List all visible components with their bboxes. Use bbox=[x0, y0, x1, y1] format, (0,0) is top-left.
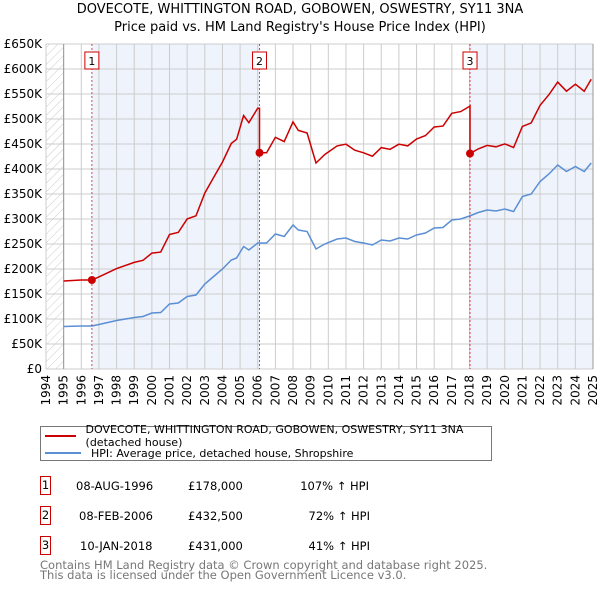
y-tick-label: £200K bbox=[4, 262, 44, 276]
transaction-marker: 1 bbox=[40, 476, 51, 495]
x-tick-label: 2023 bbox=[551, 375, 565, 406]
legend: DOVECOTE, WHITTINGTON ROAD, GOBOWEN, OSW… bbox=[40, 423, 492, 461]
x-tick-label: 2009 bbox=[304, 375, 318, 406]
x-tick-label: 1996 bbox=[74, 375, 88, 406]
x-tick-label: 1995 bbox=[57, 375, 71, 406]
transaction-row: 2 08-FEB-2006 £432,500 72% ↑ HPI bbox=[40, 506, 440, 526]
sale-point bbox=[87, 276, 96, 284]
x-tick-label: 1997 bbox=[92, 375, 106, 406]
ownership-shade bbox=[470, 44, 593, 369]
x-tick-label: 2006 bbox=[251, 375, 265, 406]
x-tick-label: 2021 bbox=[515, 375, 529, 406]
footer: Contains HM Land Registry data © Crown c… bbox=[40, 558, 488, 582]
y-tick-label: £0 bbox=[27, 362, 42, 376]
price-chart: £0 £50K £100K £150K £200K £250K £300K £350K £400… bbox=[4, 37, 600, 406]
x-tick-label: 2018 bbox=[462, 375, 476, 406]
x-tick-label: 2024 bbox=[568, 375, 582, 406]
ownership-shade bbox=[91, 44, 260, 369]
x-tick-label: 2005 bbox=[233, 375, 247, 406]
transaction-price: £432,500 bbox=[188, 509, 243, 523]
transaction-marker: 2 bbox=[40, 506, 51, 525]
pre-data-hatch bbox=[46, 44, 64, 369]
x-tick-label: 2004 bbox=[215, 375, 229, 406]
transaction-row: 3 10-JAN-2018 £431,000 41% ↑ HPI bbox=[40, 536, 440, 556]
x-tick-label: 2008 bbox=[286, 375, 300, 406]
y-tick-label: £100K bbox=[4, 312, 44, 326]
x-tick-label: 2025 bbox=[586, 375, 600, 406]
x-tick-label: 2022 bbox=[533, 375, 547, 406]
chart-title: DOVECOTE, WHITTINGTON ROAD, GOBOWEN, OSW… bbox=[76, 2, 524, 17]
x-tick-label: 2001 bbox=[163, 375, 177, 406]
x-tick-label: 2000 bbox=[145, 375, 159, 406]
y-tick-label: £450K bbox=[4, 137, 44, 151]
transaction-price: £431,000 bbox=[188, 539, 243, 553]
property-line bbox=[63, 78, 592, 282]
y-tick-label: £500K bbox=[4, 112, 44, 126]
y-tick-label: £600K bbox=[4, 62, 44, 76]
transaction-hpi: 41% ↑ HPI bbox=[308, 539, 370, 553]
x-tick-label: 1999 bbox=[127, 375, 141, 406]
x-tick-label: 2020 bbox=[498, 375, 512, 406]
x-tick-label: 2014 bbox=[392, 375, 406, 406]
transaction-price: £178,000 bbox=[188, 479, 243, 493]
transaction-date: 08-AUG-1996 bbox=[76, 479, 154, 493]
sale-label-box bbox=[252, 51, 268, 70]
x-tick-label: 1998 bbox=[110, 375, 124, 406]
hpi-line bbox=[63, 162, 592, 328]
x-tick-label: 2007 bbox=[268, 375, 282, 406]
y-tick-label: £550K bbox=[4, 87, 44, 101]
x-tick-label: 1994 bbox=[39, 375, 53, 406]
x-tick-label: 2012 bbox=[357, 375, 371, 406]
x-tick-label: 2002 bbox=[180, 375, 194, 406]
sale-label: 3 bbox=[467, 55, 474, 68]
x-tick-label: 2017 bbox=[445, 375, 459, 406]
x-tick-label: 2010 bbox=[321, 375, 335, 406]
footer-copyright: Contains HM Land Registry data © Crown c… bbox=[40, 558, 488, 572]
x-tick-label: 2015 bbox=[410, 375, 424, 406]
x-tick-label: 2003 bbox=[198, 375, 212, 406]
transaction-marker: 3 bbox=[40, 536, 51, 555]
x-tick-label: 2013 bbox=[374, 375, 388, 406]
transaction-date: 10-JAN-2018 bbox=[80, 539, 153, 553]
transaction-hpi: 107% ↑ HPI bbox=[300, 479, 369, 493]
y-tick-label: £350K bbox=[4, 187, 44, 201]
y-tick-label: £300K bbox=[4, 212, 44, 226]
transaction-row: 1 08-AUG-1996 £178,000 107% ↑ HPI bbox=[40, 476, 440, 496]
legend-swatch-hpi bbox=[45, 452, 81, 454]
legend-item-property: DOVECOTE, WHITTINGTON ROAD, GOBOWEN, OSW… bbox=[45, 423, 491, 449]
x-tick-label: 2011 bbox=[339, 375, 353, 406]
legend-swatch-property bbox=[45, 435, 76, 437]
x-tick-label: 2019 bbox=[480, 375, 494, 406]
sale-label-box bbox=[84, 51, 100, 70]
y-tick-label: £400K bbox=[4, 162, 44, 176]
sale-label-box bbox=[462, 51, 478, 70]
legend-label-hpi: HPI: Average price, detached house, Shro… bbox=[91, 446, 354, 460]
sale-point bbox=[466, 149, 475, 158]
y-tick-label: £50K bbox=[11, 337, 43, 351]
transaction-hpi: 72% ↑ HPI bbox=[308, 509, 370, 523]
y-tick-label: £650K bbox=[4, 37, 44, 51]
sale-label: 1 bbox=[88, 55, 95, 68]
y-tick-label: £150K bbox=[4, 287, 44, 301]
x-tick-label: 2016 bbox=[427, 375, 441, 406]
sale-label: 2 bbox=[256, 55, 263, 68]
chart-subtitle: Price paid vs. HM Land Registry's House … bbox=[114, 20, 486, 35]
sale-point bbox=[255, 148, 264, 157]
footer-licence: This data is licensed under the Open Gov… bbox=[40, 568, 407, 582]
legend-item-hpi: HPI: Average price, detached house, Shro… bbox=[45, 445, 353, 461]
y-tick-label: £250K bbox=[4, 237, 44, 251]
transaction-date: 08-FEB-2006 bbox=[79, 509, 153, 523]
legend-label-property: DOVECOTE, WHITTINGTON ROAD, GOBOWEN, OSW… bbox=[85, 423, 464, 449]
